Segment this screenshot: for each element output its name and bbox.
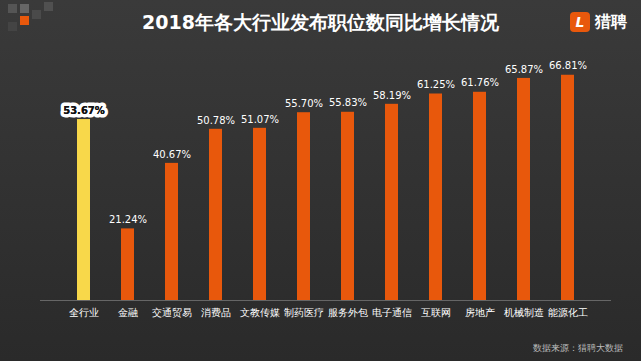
- svg-text:65.87%: 65.87%: [505, 64, 543, 75]
- svg-text:55.70%: 55.70%: [285, 98, 323, 109]
- svg-text:53.67%: 53.67%: [63, 105, 105, 116]
- svg-text:文教传媒: 文教传媒: [240, 307, 280, 318]
- svg-text:全行业: 全行业: [69, 307, 99, 318]
- html-text:数据来源：猎聘大数据: 数据来源：猎聘大数据: [533, 343, 623, 353]
- svg-text:制药医疗: 制药医疗: [284, 307, 324, 318]
- svg-text:61.76%: 61.76%: [461, 77, 499, 88]
- svg-text:21.24%: 21.24%: [109, 214, 147, 225]
- html-text:2018年各大行业发布职位数同比增长情况: 2018年各大行业发布职位数同比增长情况: [142, 11, 499, 33]
- svg-text:能源化工: 能源化工: [548, 307, 588, 318]
- svg-text:40.67%: 40.67%: [153, 149, 191, 160]
- svg-text:金融: 金融: [118, 307, 138, 318]
- svg-text:电子通信: 电子通信: [372, 307, 412, 318]
- svg-text:互联网: 互联网: [421, 307, 451, 318]
- svg-text:房地产: 房地产: [465, 307, 495, 318]
- html-text:L: L: [575, 14, 585, 30]
- svg-text:服务外包: 服务外包: [328, 307, 368, 318]
- svg-text:51.07%: 51.07%: [241, 114, 279, 125]
- svg-text:61.25%: 61.25%: [417, 79, 455, 90]
- svg-text:50.78%: 50.78%: [197, 114, 235, 125]
- svg-text:53.67%: 53.67%: [63, 105, 105, 116]
- svg-text:消费品: 消费品: [201, 307, 231, 318]
- svg-text:机械制造: 机械制造: [504, 307, 544, 318]
- svg-text:交通贸易: 交通贸易: [152, 307, 192, 318]
- html-text:猎聘: 猎聘: [595, 11, 627, 31]
- svg-text:55.83%: 55.83%: [329, 97, 367, 108]
- svg-text:58.19%: 58.19%: [373, 90, 411, 101]
- svg-text:66.81%: 66.81%: [549, 60, 587, 71]
